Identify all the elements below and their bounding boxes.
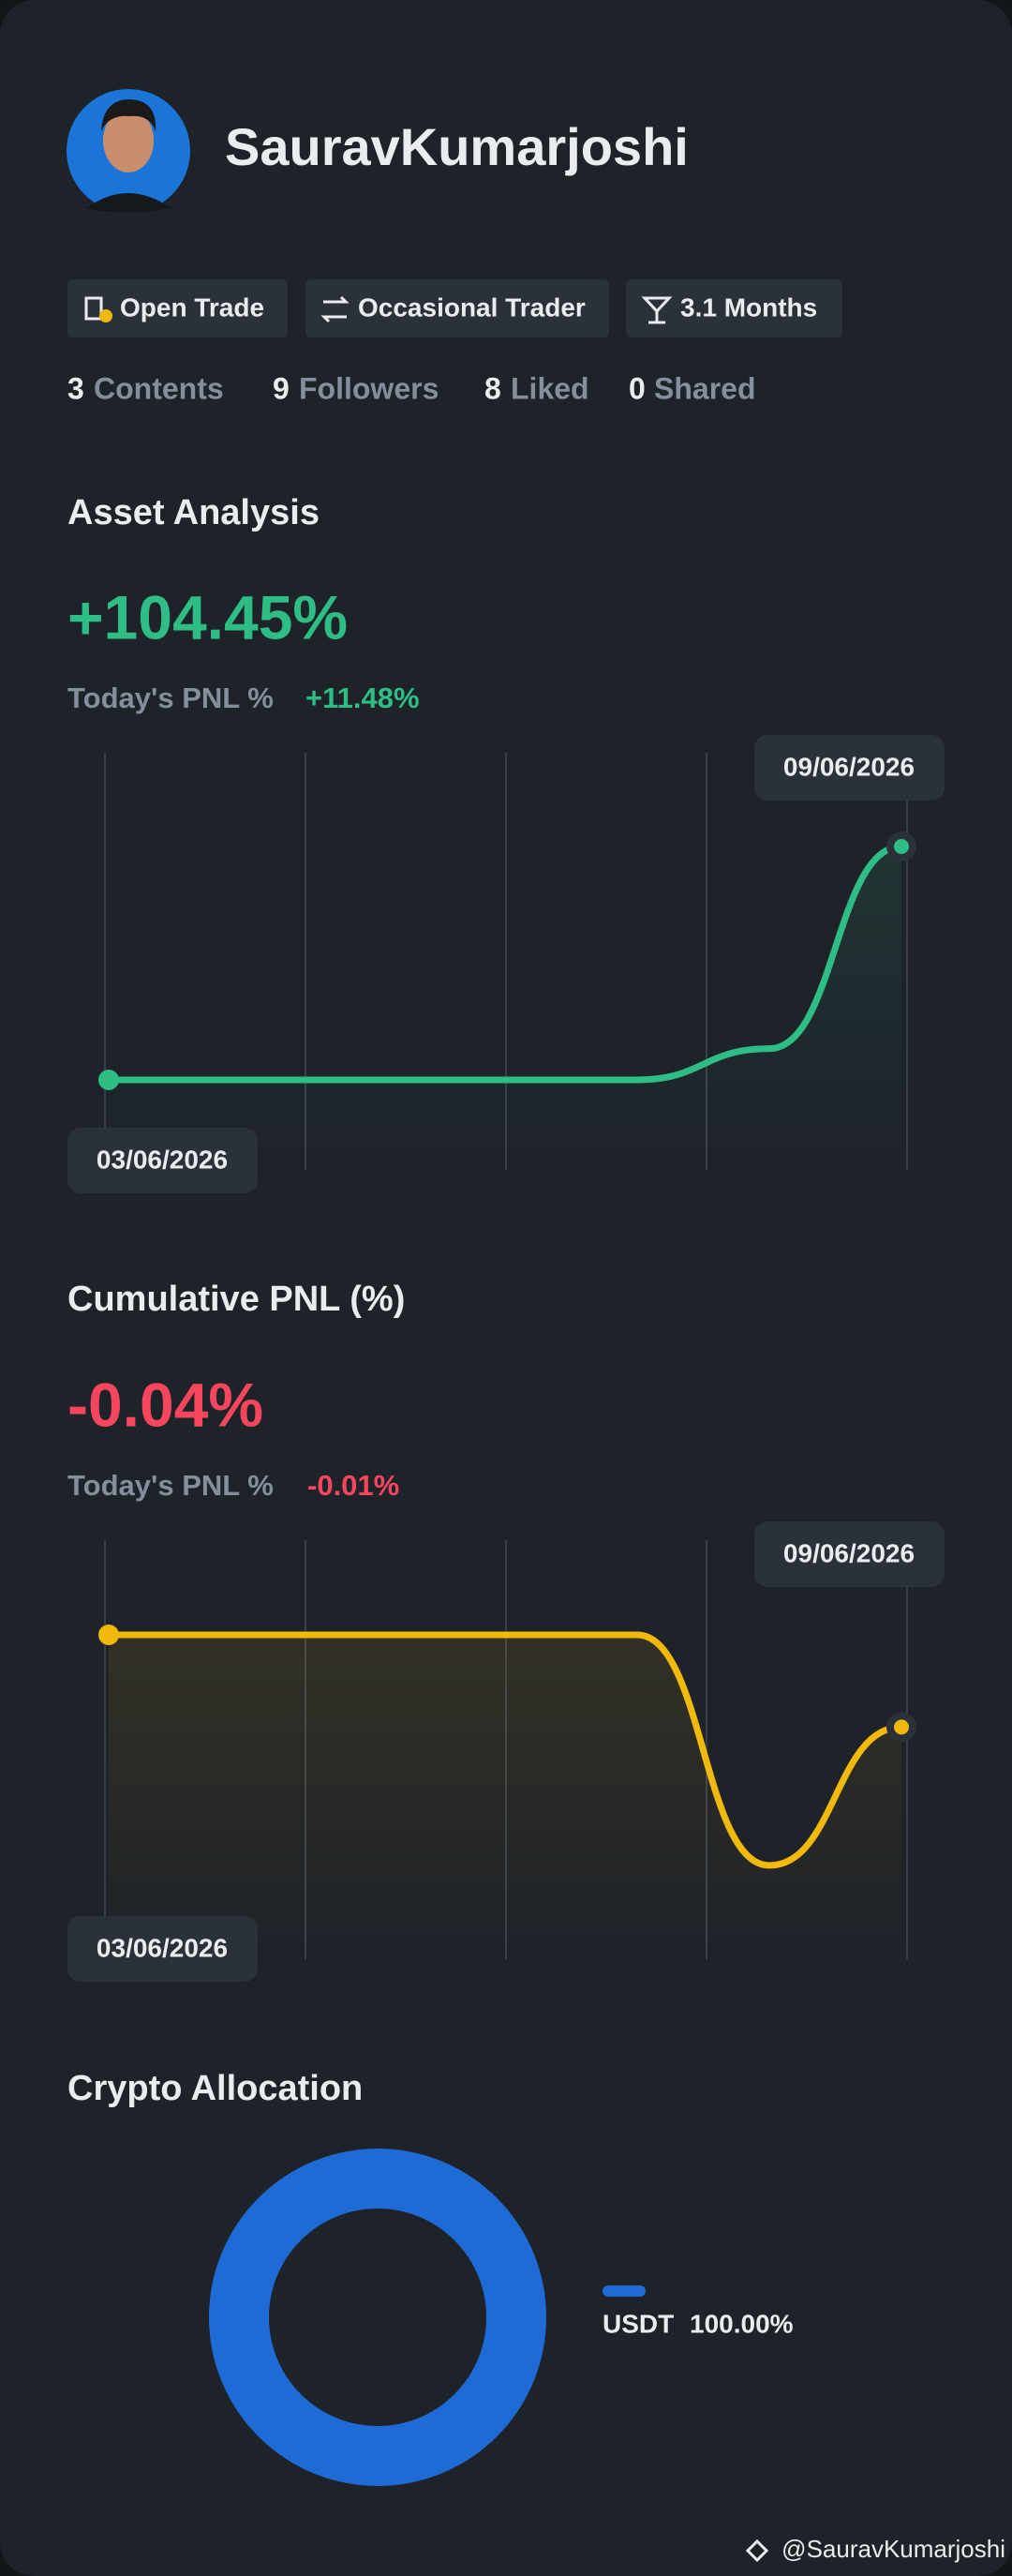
avatar (67, 89, 190, 213)
date-label: 09/06/2026 (783, 752, 915, 781)
section-title: Cumulative PNL (%) (67, 1280, 405, 1319)
tag-bg (626, 279, 842, 337)
date-label: 03/06/2026 (97, 1145, 228, 1174)
today-value: -0.01% (307, 1469, 399, 1502)
date-label-bg (67, 1916, 258, 1982)
donut-segment (209, 2149, 546, 2486)
headline-value: +104.45% (67, 582, 348, 651)
tag-label: 3.1 Months (680, 292, 817, 322)
today-value: +11.48% (305, 681, 420, 714)
stat-label: Shared (654, 371, 755, 405)
area-fill (109, 846, 901, 1170)
legend-value: 100.00% (690, 2309, 794, 2338)
start-dot (98, 1070, 119, 1090)
date-label-bg (67, 1128, 258, 1193)
stat-count: 8 (484, 371, 501, 405)
today-label: Today's PNL % (67, 681, 274, 714)
tag-label: Occasional Trader (358, 292, 586, 322)
stat-count: 3 (67, 371, 84, 405)
today-label: Today's PNL % (67, 1469, 274, 1502)
legend-swatch (603, 2285, 646, 2297)
footer-handle: @SauravKumarjoshi (781, 2535, 1005, 2563)
date-label-bg (754, 735, 945, 801)
date-label-bg (754, 1521, 945, 1587)
tag-bg (67, 279, 288, 337)
footer-logo (745, 2539, 769, 2563)
date-label: 09/06/2026 (783, 1538, 915, 1567)
tag-bg (305, 279, 609, 337)
tag-icons (84, 295, 673, 324)
section-title: Asset Analysis (67, 493, 320, 532)
area-fill (109, 1635, 901, 1959)
legend-label: USDT (603, 2309, 674, 2338)
section-title: Crypto Allocation (67, 2069, 363, 2108)
date-label: 03/06/2026 (97, 1933, 228, 1962)
start-dot (98, 1625, 119, 1645)
stat-label: Followers (299, 371, 439, 405)
user-name: SauravKumarjoshi (225, 117, 689, 176)
stat-label: Liked (511, 371, 589, 405)
headline-value: -0.04% (67, 1370, 263, 1439)
stat-count: 9 (273, 371, 290, 405)
end-dot (894, 839, 909, 854)
tag-label: Open Trade (120, 292, 264, 322)
stat-label: Contents (94, 371, 224, 405)
stat-count: 0 (629, 371, 646, 405)
line (109, 843, 902, 1084)
end-dot (894, 1719, 909, 1735)
line (109, 1631, 902, 1869)
